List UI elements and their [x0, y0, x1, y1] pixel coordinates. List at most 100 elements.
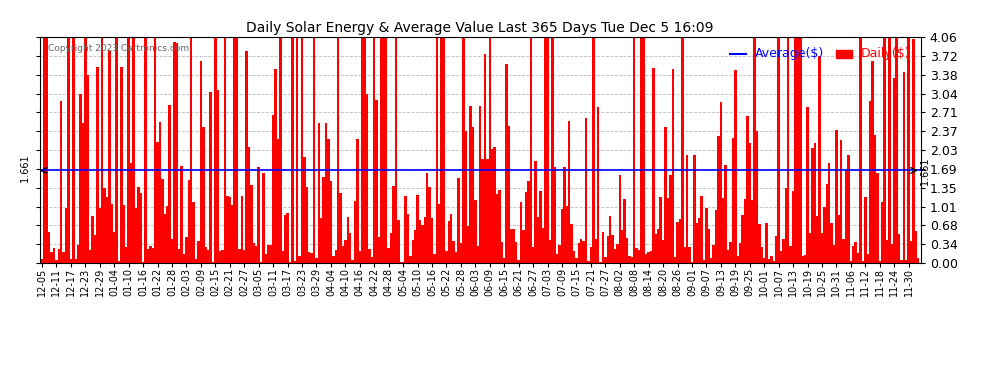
Bar [222, 250, 224, 262]
Bar [137, 187, 140, 262]
Bar [614, 249, 616, 262]
Bar [301, 38, 303, 262]
Bar [407, 214, 409, 262]
Bar [214, 38, 217, 262]
Bar [348, 233, 351, 262]
Bar [698, 218, 701, 262]
Bar [289, 261, 291, 262]
Bar [819, 56, 821, 262]
Bar [252, 243, 255, 262]
Bar [135, 208, 137, 262]
Bar [710, 258, 713, 262]
Bar [158, 122, 161, 262]
Bar [368, 249, 370, 262]
Bar [443, 38, 446, 262]
Bar [666, 198, 669, 262]
Bar [831, 224, 833, 262]
Bar [693, 155, 696, 262]
Bar [641, 38, 643, 262]
Bar [86, 75, 89, 262]
Bar [195, 259, 197, 262]
Bar [113, 232, 116, 262]
Legend: Average($), Daily($): Average($), Daily($) [726, 43, 915, 65]
Bar [272, 115, 274, 262]
Bar [57, 249, 60, 262]
Bar [881, 202, 883, 262]
Bar [431, 217, 434, 262]
Bar [647, 252, 649, 262]
Bar [373, 38, 375, 262]
Bar [780, 251, 782, 262]
Bar [140, 193, 142, 262]
Bar [49, 232, 50, 262]
Bar [775, 236, 777, 262]
Bar [821, 233, 824, 262]
Bar [503, 258, 506, 262]
Bar [838, 214, 841, 262]
Text: 1.661: 1.661 [21, 155, 31, 186]
Bar [462, 38, 464, 262]
Bar [664, 127, 666, 262]
Bar [380, 38, 383, 262]
Bar [602, 232, 604, 262]
Bar [847, 155, 849, 262]
Bar [758, 224, 760, 262]
Bar [636, 249, 638, 262]
Bar [657, 230, 659, 262]
Bar [633, 38, 636, 262]
Bar [330, 180, 332, 262]
Bar [811, 148, 814, 262]
Bar [523, 231, 525, 262]
Bar [438, 204, 441, 262]
Bar [816, 216, 819, 262]
Bar [91, 216, 94, 262]
Bar [669, 175, 671, 262]
Bar [436, 38, 438, 262]
Bar [722, 198, 725, 262]
Bar [236, 38, 239, 262]
Bar [493, 147, 496, 262]
Bar [836, 130, 838, 262]
Bar [568, 121, 570, 262]
Bar [286, 213, 289, 262]
Bar [231, 205, 234, 262]
Bar [404, 196, 407, 262]
Bar [548, 240, 551, 262]
Bar [335, 251, 337, 262]
Bar [527, 182, 530, 262]
Bar [544, 38, 546, 262]
Bar [915, 231, 917, 262]
Bar [267, 244, 269, 262]
Bar [101, 38, 103, 262]
Bar [313, 38, 315, 262]
Bar [604, 256, 607, 262]
Bar [50, 252, 52, 262]
Bar [763, 258, 765, 262]
Bar [200, 60, 202, 262]
Bar [99, 209, 101, 262]
Bar [535, 161, 537, 262]
Bar [725, 165, 727, 262]
Bar [294, 261, 296, 262]
Bar [496, 194, 498, 262]
Bar [607, 236, 609, 262]
Bar [649, 251, 652, 262]
Bar [328, 139, 330, 262]
Bar [202, 127, 205, 262]
Bar [118, 261, 120, 262]
Bar [325, 123, 328, 262]
Bar [905, 260, 908, 262]
Bar [491, 149, 493, 262]
Bar [340, 193, 342, 262]
Bar [77, 245, 79, 262]
Bar [255, 246, 257, 262]
Bar [577, 243, 580, 262]
Bar [506, 64, 508, 262]
Bar [787, 38, 789, 262]
Bar [895, 38, 898, 262]
Bar [732, 138, 735, 262]
Text: 1.661: 1.661 [921, 155, 931, 186]
Bar [188, 180, 190, 262]
Bar [234, 38, 236, 262]
Bar [41, 259, 44, 262]
